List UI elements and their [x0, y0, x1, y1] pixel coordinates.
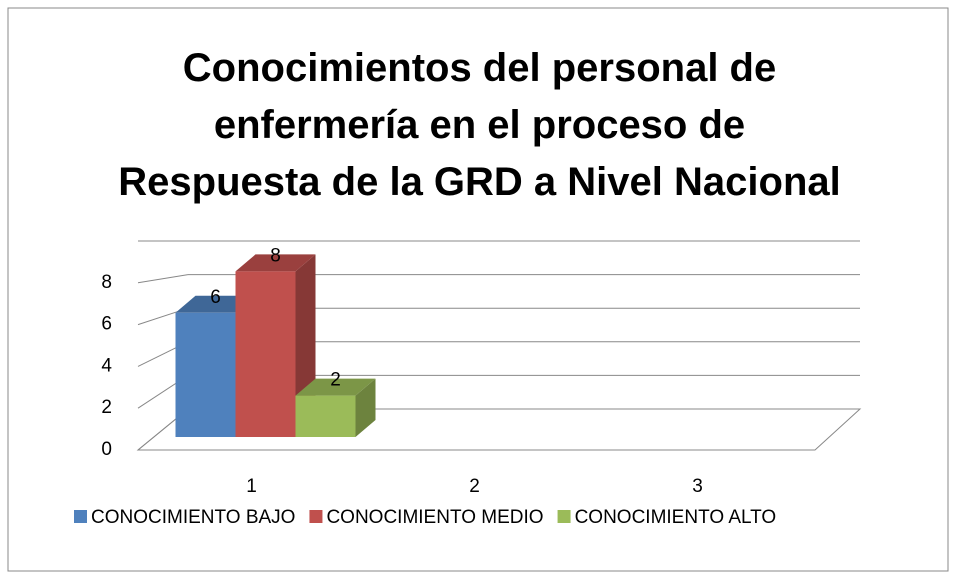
y-tick-label: 4: [101, 355, 112, 376]
legend-swatch: [74, 510, 87, 523]
chart-frame: [7, 7, 949, 572]
legend-swatch: [557, 510, 571, 523]
bar: [175, 312, 236, 437]
x-tick-label: 1: [246, 476, 257, 497]
y-tick-label: 8: [101, 272, 112, 293]
bar-top: [235, 254, 316, 272]
x-tick-label: 2: [469, 476, 480, 497]
data-label: 8: [270, 245, 281, 266]
x-tick-label: 3: [692, 476, 703, 497]
legend-label: CONOCIMIENTO MEDIO: [326, 507, 543, 528]
y-tick-label: 6: [101, 314, 112, 335]
chart-title: Conocimientos del personal de enfermería…: [118, 46, 841, 204]
grid-line-side: [137, 274, 189, 284]
legend-swatch: [309, 510, 323, 523]
legend-label: CONOCIMIENTO ALTO: [575, 507, 777, 528]
data-label: 6: [210, 287, 221, 308]
data-label: 2: [330, 370, 341, 391]
bar-side: [355, 378, 376, 437]
legend-label: CONOCIMIENTO BAJO: [91, 507, 295, 528]
bar: [295, 395, 356, 437]
y-tick-label: 2: [101, 397, 112, 418]
bar: [235, 271, 296, 437]
bar-top: [295, 378, 376, 396]
y-tick-label: 0: [101, 439, 112, 460]
